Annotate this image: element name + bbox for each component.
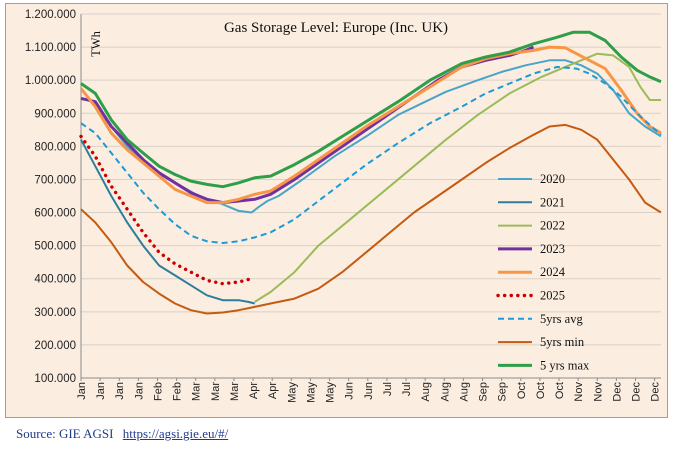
y-unit-label: TWh bbox=[89, 30, 103, 56]
axes: 100.000 200.000 300.000 400.000 500.000 600.0… bbox=[25, 9, 662, 403]
y-tick-label: 500.000 bbox=[34, 241, 76, 253]
y-tick-label: 300.000 bbox=[34, 307, 76, 319]
x-tick-label: Jun bbox=[363, 382, 375, 400]
x-tick-label: Sep bbox=[497, 382, 509, 402]
series-line-5-yrs-max bbox=[80, 30, 662, 189]
x-tick-label: Dec bbox=[611, 382, 623, 402]
y-tick-label: 1.200.000 bbox=[25, 9, 76, 21]
series-line-2021 bbox=[80, 139, 255, 305]
x-tick-label: Oct bbox=[535, 382, 547, 399]
source-link[interactable]: https://agsi.gie.eu/#/ bbox=[122, 426, 229, 441]
legend-label: 2020 bbox=[540, 172, 565, 186]
y-tick-label: 200.000 bbox=[34, 340, 76, 352]
x-tick-label: Oct bbox=[516, 382, 528, 399]
series-line-2020 bbox=[80, 59, 662, 214]
gridlines bbox=[81, 13, 661, 379]
series-lines bbox=[79, 30, 662, 315]
x-tick-label: Jan bbox=[133, 382, 145, 400]
x-tick-label: Aug bbox=[420, 382, 432, 402]
source-note: Source: GIE AGSI https://agsi.gie.eu/#/ bbox=[16, 426, 228, 442]
x-tick-label: Jan bbox=[95, 382, 107, 400]
series-line-5yrs-avg bbox=[80, 65, 662, 244]
y-tick-label: 1.100.000 bbox=[25, 42, 76, 54]
x-tick-label: Jul bbox=[401, 382, 413, 396]
x-tick-label: Sep bbox=[478, 382, 490, 402]
x-tick-label: Jun bbox=[344, 382, 356, 400]
legend-label: 2021 bbox=[540, 195, 565, 209]
x-tick-label: Dec bbox=[650, 382, 662, 402]
x-tick-label: Mar bbox=[229, 382, 241, 401]
y-tick-label: 700.000 bbox=[34, 174, 76, 186]
legend-label: 2022 bbox=[540, 219, 565, 233]
x-tick-label: Nov bbox=[573, 382, 585, 402]
y-tick-label: 1.000.000 bbox=[25, 75, 76, 87]
x-tick-label: Apr bbox=[267, 382, 279, 399]
legend-label: 5yrs avg bbox=[540, 312, 583, 326]
x-tick-label: Jul bbox=[382, 382, 394, 396]
x-tick-label: Dec bbox=[631, 382, 643, 402]
chart-title: Gas Storage Level: Europe (Inc. UK) bbox=[224, 20, 448, 36]
x-tick-label: May bbox=[286, 382, 298, 403]
x-tick-label: Aug bbox=[439, 382, 451, 402]
x-tick-label: Jan bbox=[114, 382, 126, 400]
series-line-2025 bbox=[79, 134, 254, 286]
x-tick-label: Aug bbox=[458, 382, 470, 402]
y-tick-label: 600.000 bbox=[34, 208, 76, 220]
x-tick-label: Mar bbox=[191, 382, 203, 401]
line-chart: 100.000 200.000 300.000 400.000 500.000 600.0… bbox=[25, 9, 662, 403]
source-prefix: Source: GIE AGSI bbox=[16, 426, 114, 441]
legend: 2020 2021 2022 2023 2024 2025 5yrs avg 5yrs min… bbox=[496, 172, 590, 372]
y-tick-label: 900.000 bbox=[34, 108, 76, 120]
x-tick-label: Jan bbox=[76, 382, 88, 400]
legend-label: 5yrs min bbox=[540, 335, 585, 349]
x-tick-label: Mar bbox=[210, 382, 222, 401]
y-tick-label: 800.000 bbox=[34, 141, 76, 153]
legend-label: 2024 bbox=[540, 265, 566, 279]
x-tick-label: May bbox=[325, 382, 337, 403]
series-line-2022 bbox=[254, 52, 661, 303]
x-tick-label: Oct bbox=[554, 382, 566, 399]
x-tick-label: May bbox=[305, 382, 317, 403]
legend-label: 5 yrs max bbox=[540, 358, 590, 372]
x-tick-label: Apr bbox=[248, 382, 260, 399]
x-tick-label: Nov bbox=[592, 382, 604, 402]
legend-label: 2023 bbox=[540, 242, 565, 256]
x-tick-label: Feb bbox=[172, 382, 184, 401]
x-tick-label: Feb bbox=[152, 382, 164, 401]
legend-label: 2025 bbox=[540, 289, 565, 303]
series-line-2024 bbox=[79, 45, 662, 205]
chart-frame: 100.000 200.000 300.000 400.000 500.000 600.0… bbox=[5, 3, 668, 418]
y-tick-label: 400.000 bbox=[34, 274, 76, 286]
y-tick-label: 100.000 bbox=[34, 373, 76, 385]
series-line-5yrs-min bbox=[80, 123, 662, 315]
